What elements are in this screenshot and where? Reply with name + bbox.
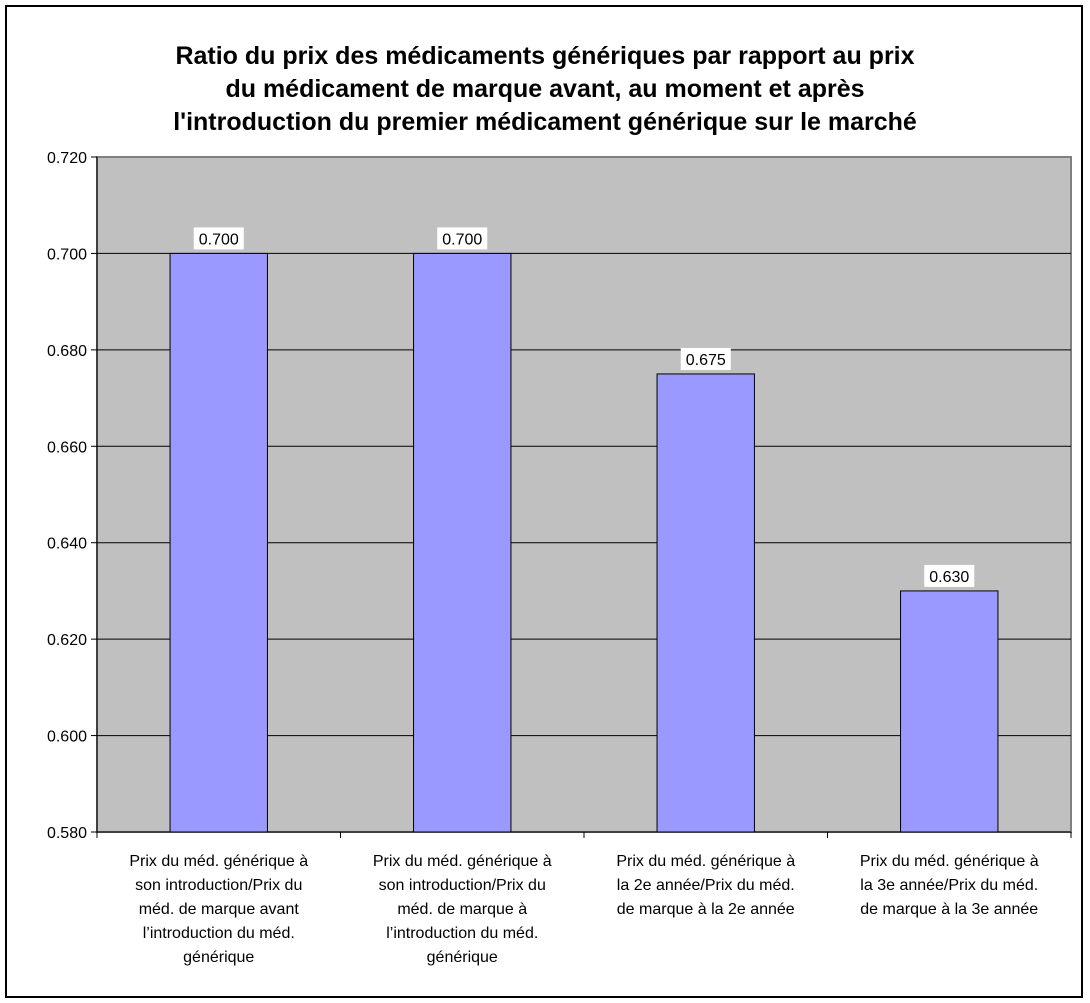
y-tick-label: 0.640	[47, 536, 87, 553]
category-label-line: de marque à la 2e année	[617, 901, 795, 918]
bar	[169, 252, 268, 833]
data-labels: 0.700 0.700 0.675 0.630	[193, 227, 975, 587]
category-label-line: méd. de marque à	[397, 901, 527, 918]
category-label-line: la 2e année/Prix du méd.	[617, 877, 795, 894]
y-tick-label: 0.720	[47, 150, 87, 167]
category-label-line: de marque à la 3e année	[860, 901, 1038, 918]
category-label-line: générique	[183, 949, 254, 966]
axes	[91, 156, 1072, 838]
category-label-line: Prix du méd. générique à	[129, 853, 308, 870]
category-label-line: son introduction/Prix du	[379, 877, 546, 894]
category-label-line: la 3e année/Prix du méd.	[860, 877, 1038, 894]
data-label: 0.630	[929, 569, 969, 586]
category-label-line: Prix du méd. générique à	[860, 853, 1039, 870]
bar	[656, 373, 755, 833]
y-tick-label: 0.620	[47, 632, 87, 649]
chart-title-line-3: l'introduction du premier médicament gén…	[173, 108, 917, 136]
category-label-line: méd. de marque avant	[139, 901, 300, 918]
chart-title-line-1: Ratio du prix des médicaments génériques…	[175, 42, 915, 70]
data-label-box	[437, 227, 488, 250]
chart-title-line-2: du médicament de marque avant, au moment…	[225, 75, 865, 103]
data-label-box	[924, 564, 975, 587]
y-tick-label: 0.680	[47, 343, 87, 360]
y-tick-label: 0.600	[47, 729, 87, 746]
bar	[413, 252, 512, 833]
category-label-line: Prix du méd. générique à	[616, 853, 795, 870]
category-label-line: générique	[427, 949, 498, 966]
category-label-line: son introduction/Prix du	[135, 877, 302, 894]
chart-title: Ratio du prix des médicaments génériques…	[30, 40, 1060, 139]
y-axis-ticks: 0.580 0.600 0.620 0.640 0.660 0.680 0.700 0.720	[47, 150, 87, 842]
bar	[900, 590, 999, 833]
data-label: 0.700	[199, 231, 239, 248]
data-label: 0.700	[442, 231, 482, 248]
category-labels: Prix du méd. générique à son introduction…	[129, 853, 1038, 966]
data-label-box	[680, 347, 731, 370]
category-label-line: Prix du méd. générique à	[373, 853, 552, 870]
category-label-line: l’introduction du méd.	[386, 925, 538, 942]
bars	[169, 252, 999, 833]
data-label: 0.675	[686, 352, 726, 369]
data-label-box	[193, 227, 244, 250]
y-tick-label: 0.580	[47, 825, 87, 842]
y-tick-label: 0.700	[47, 246, 87, 263]
category-label-line: l’introduction du méd.	[143, 925, 295, 942]
y-tick-label: 0.660	[47, 439, 87, 456]
